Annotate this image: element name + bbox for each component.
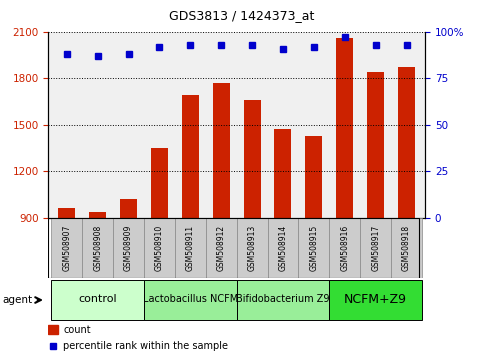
Bar [305,136,322,218]
Text: GSM508915: GSM508915 [310,225,318,271]
Text: GSM508912: GSM508912 [217,225,226,271]
FancyBboxPatch shape [268,218,298,278]
Bar [243,100,261,218]
Bar [213,83,230,218]
Bar [151,148,168,218]
Text: Lactobacillus NCFM: Lactobacillus NCFM [142,294,238,304]
FancyBboxPatch shape [51,280,144,320]
Text: GSM508908: GSM508908 [93,225,102,271]
Text: GSM508907: GSM508907 [62,224,71,271]
Text: GSM508913: GSM508913 [248,225,256,271]
Bar [398,68,415,218]
FancyBboxPatch shape [82,218,113,278]
FancyBboxPatch shape [144,218,175,278]
FancyBboxPatch shape [206,218,237,278]
FancyBboxPatch shape [237,218,268,278]
Bar [120,199,137,218]
FancyBboxPatch shape [144,280,237,320]
Text: GDS3813 / 1424373_at: GDS3813 / 1424373_at [169,9,314,22]
Text: GSM508911: GSM508911 [186,225,195,271]
FancyBboxPatch shape [360,218,391,278]
Text: GSM508914: GSM508914 [279,225,287,271]
Text: GSM508909: GSM508909 [124,224,133,271]
Text: Bifidobacterium Z9: Bifidobacterium Z9 [236,294,330,304]
Text: count: count [63,325,91,335]
FancyBboxPatch shape [329,280,422,320]
FancyBboxPatch shape [298,218,329,278]
Bar [58,209,75,218]
Text: GSM508910: GSM508910 [155,225,164,271]
Bar [48,325,58,334]
FancyBboxPatch shape [329,218,360,278]
Text: GSM508917: GSM508917 [371,225,380,271]
Text: GSM508918: GSM508918 [402,225,411,271]
Bar [89,211,106,218]
FancyBboxPatch shape [113,218,144,278]
FancyBboxPatch shape [237,280,329,320]
Bar [367,72,384,218]
Text: GSM508916: GSM508916 [340,225,349,271]
Bar [182,95,199,218]
Bar [274,130,291,218]
Text: percentile rank within the sample: percentile rank within the sample [63,341,228,352]
Bar [336,38,353,218]
FancyBboxPatch shape [391,218,422,278]
Text: agent: agent [2,295,32,305]
Text: control: control [78,294,117,304]
FancyBboxPatch shape [175,218,206,278]
FancyBboxPatch shape [51,218,82,278]
Text: NCFM+Z9: NCFM+Z9 [344,293,407,306]
